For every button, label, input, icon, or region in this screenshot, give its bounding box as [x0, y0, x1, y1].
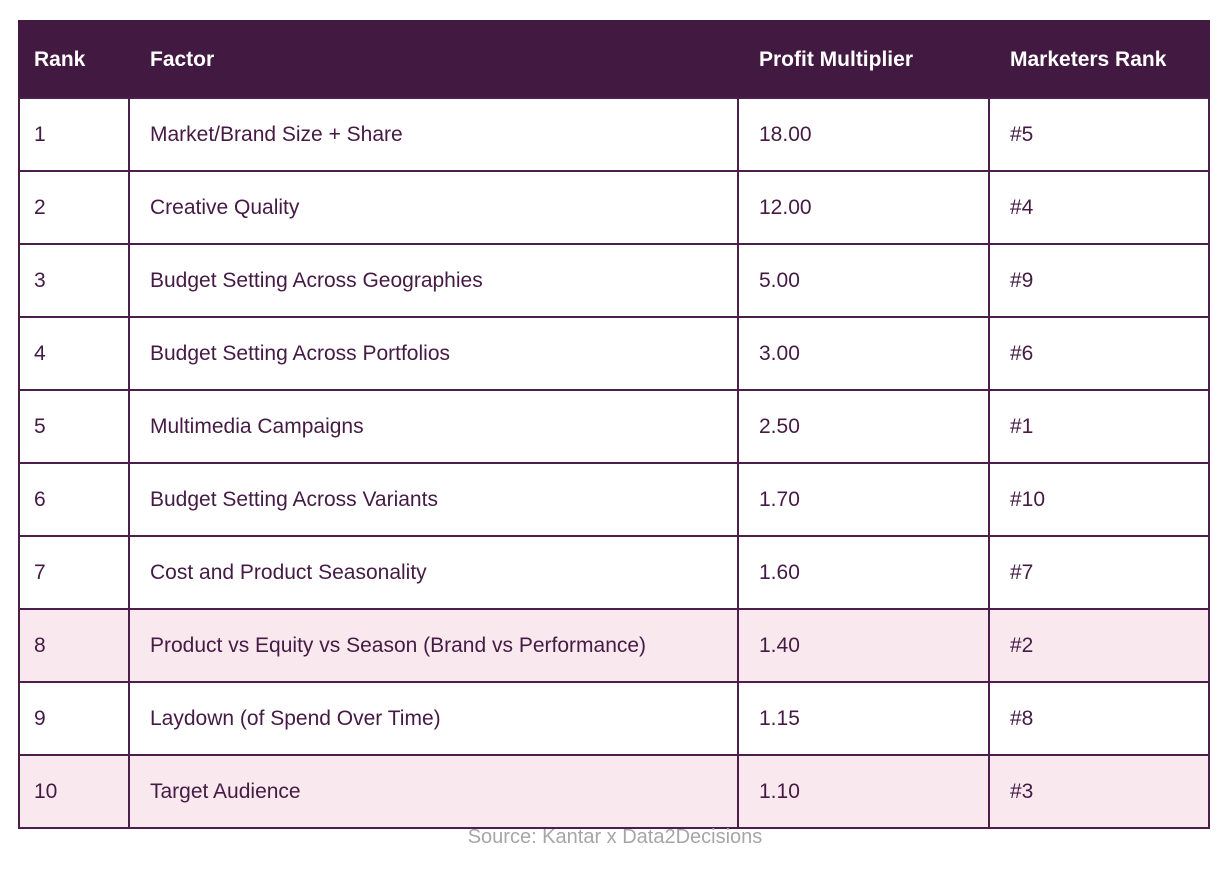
cell-factor: Cost and Product Seasonality — [128, 535, 739, 610]
cell-rank: 8 — [18, 608, 130, 683]
cell-rank: 6 — [18, 462, 130, 537]
cell-profit-multiplier: 3.00 — [737, 316, 990, 391]
cell-factor: Laydown (of Spend Over Time) — [128, 681, 739, 756]
table-row: 2 Creative Quality 12.00 #4 — [18, 170, 1210, 245]
column-header-profit-multiplier: Profit Multiplier — [737, 20, 990, 99]
cell-marketers-rank: #5 — [988, 97, 1210, 172]
cell-factor: Market/Brand Size + Share — [128, 97, 739, 172]
cell-profit-multiplier: 1.40 — [737, 608, 990, 683]
cell-profit-multiplier: 5.00 — [737, 243, 990, 318]
cell-profit-multiplier: 1.15 — [737, 681, 990, 756]
cell-marketers-rank: #4 — [988, 170, 1210, 245]
source-attribution: Source: Kantar x Data2Decisions — [467, 826, 763, 848]
cell-marketers-rank: #10 — [988, 462, 1210, 537]
cell-factor: Product vs Equity vs Season (Brand vs Pe… — [128, 608, 739, 683]
cell-factor: Target Audience — [128, 754, 739, 829]
table-row: 4 Budget Setting Across Portfolios 3.00 … — [18, 316, 1210, 391]
cell-marketers-rank: #3 — [988, 754, 1210, 829]
table-body: 1 Market/Brand Size + Share 18.00 #5 2 C… — [18, 97, 1210, 829]
column-header-factor: Factor — [128, 20, 739, 99]
cell-rank: 4 — [18, 316, 130, 391]
cell-marketers-rank: #1 — [988, 389, 1210, 464]
cell-rank: 1 — [18, 97, 130, 172]
table-row: 5 Multimedia Campaigns 2.50 #1 — [18, 389, 1210, 464]
cell-factor: Multimedia Campaigns — [128, 389, 739, 464]
table-row: 10 Target Audience 1.10 #3 — [18, 754, 1210, 829]
cell-rank: 9 — [18, 681, 130, 756]
cell-profit-multiplier: 12.00 — [737, 170, 990, 245]
cell-marketers-rank: #7 — [988, 535, 1210, 610]
column-header-marketers-rank: Marketers Rank — [988, 20, 1210, 99]
cell-marketers-rank: #8 — [988, 681, 1210, 756]
cell-rank: 7 — [18, 535, 130, 610]
profit-factors-table: Rank Factor Profit Multiplier Marketers … — [18, 20, 1210, 829]
cell-marketers-rank: #6 — [988, 316, 1210, 391]
column-header-rank: Rank — [18, 20, 130, 99]
table-row: 7 Cost and Product Seasonality 1.60 #7 — [18, 535, 1210, 610]
table-row: 3 Budget Setting Across Geographies 5.00… — [18, 243, 1210, 318]
table-row: 8 Product vs Equity vs Season (Brand vs … — [18, 608, 1210, 683]
cell-factor: Budget Setting Across Geographies — [128, 243, 739, 318]
cell-profit-multiplier: 1.10 — [737, 754, 990, 829]
cell-rank: 10 — [18, 754, 130, 829]
table-row: 1 Market/Brand Size + Share 18.00 #5 — [18, 97, 1210, 172]
cell-profit-multiplier: 2.50 — [737, 389, 990, 464]
cell-profit-multiplier: 1.60 — [737, 535, 990, 610]
cell-marketers-rank: #9 — [988, 243, 1210, 318]
cell-marketers-rank: #2 — [988, 608, 1210, 683]
cell-profit-multiplier: 1.70 — [737, 462, 990, 537]
cell-profit-multiplier: 18.00 — [737, 97, 990, 172]
cell-rank: 2 — [18, 170, 130, 245]
cell-rank: 5 — [18, 389, 130, 464]
cell-factor: Budget Setting Across Variants — [128, 462, 739, 537]
table-row: 6 Budget Setting Across Variants 1.70 #1… — [18, 462, 1210, 537]
table-header-row: Rank Factor Profit Multiplier Marketers … — [18, 20, 1210, 99]
cell-factor: Budget Setting Across Portfolios — [128, 316, 739, 391]
cell-factor: Creative Quality — [128, 170, 739, 245]
cell-rank: 3 — [18, 243, 130, 318]
table-row: 9 Laydown (of Spend Over Time) 1.15 #8 — [18, 681, 1210, 756]
